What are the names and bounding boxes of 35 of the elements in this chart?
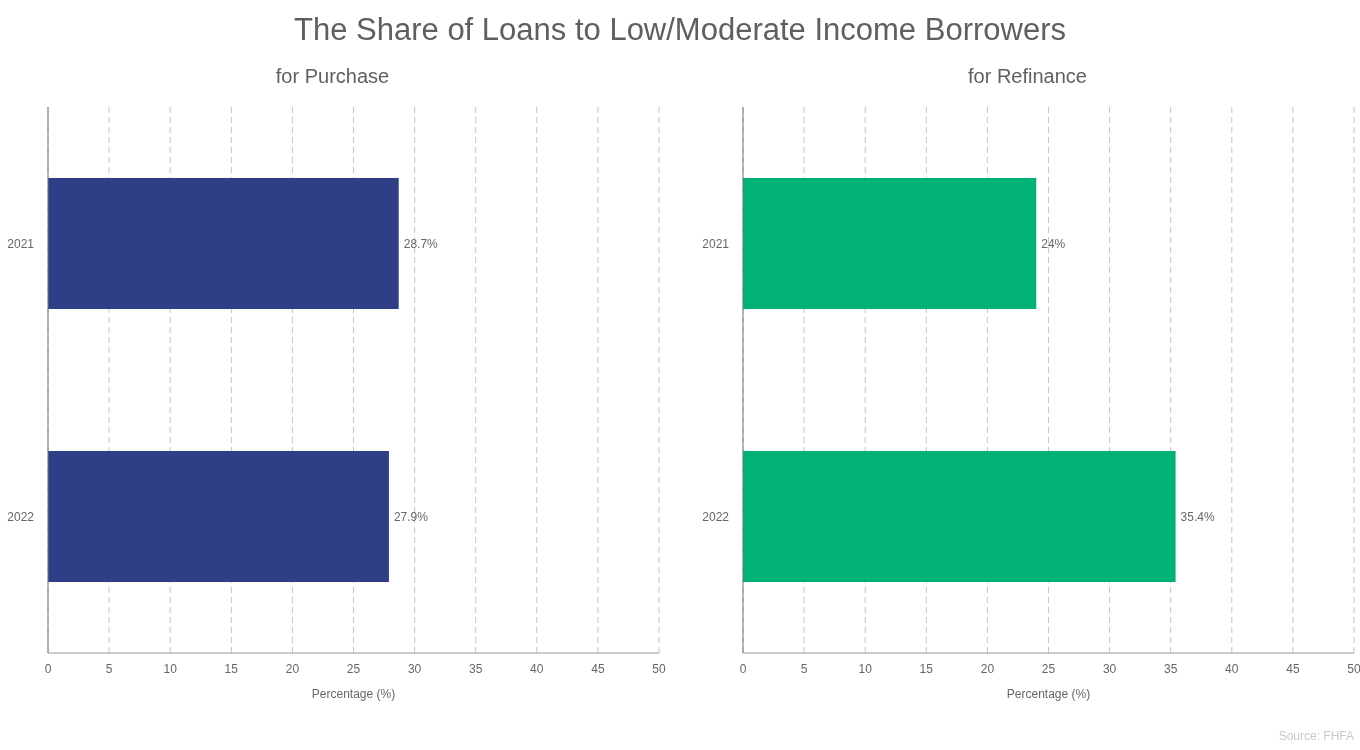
x-tick-label: 0: [44, 662, 52, 676]
x-tick-label: 25: [346, 662, 361, 676]
chart-title: The Share of Loans to Low/Moderate Income Borrowers: [294, 12, 1066, 47]
data-label: 24%: [1041, 236, 1066, 251]
data-label: 27.9%: [393, 509, 429, 524]
x-tick-label: 50: [1347, 662, 1360, 676]
x-tick-label: 50: [652, 662, 666, 676]
data-label: 28.7%: [403, 236, 439, 251]
x-tick-label: 20: [285, 662, 300, 676]
data-label: 35.4%: [1180, 509, 1215, 524]
y-tick-label: 2022: [7, 509, 35, 524]
x-tick-label: 35: [1164, 662, 1178, 676]
x-tick-label: 30: [407, 662, 422, 676]
x-tick-label: 25: [1041, 662, 1056, 676]
x-tick-label: 35: [469, 662, 483, 676]
y-tick-label: 2021: [702, 236, 730, 251]
x-tick-label: 30: [1102, 662, 1117, 676]
x-tick-label: 40: [1225, 662, 1239, 676]
x-tick-label: 15: [919, 662, 934, 676]
x-tick-label: 45: [591, 662, 605, 676]
x-tick-label: 5: [800, 662, 808, 676]
x-tick-label: 40: [530, 662, 544, 676]
chart-subtitle: for Refinance: [968, 65, 1087, 87]
x-tick-label: 5: [105, 662, 113, 676]
x-tick-label: 45: [1286, 662, 1300, 676]
x-axis-title: Percentage (%): [311, 687, 396, 701]
x-tick-label: 10: [163, 662, 178, 676]
x-tick-label: 10: [858, 662, 873, 676]
y-tick-label: 2021: [7, 236, 35, 251]
chart-subtitle: for Purchase: [275, 65, 390, 87]
y-tick-label: 2022: [702, 509, 730, 524]
x-tick-label: 0: [739, 662, 747, 676]
x-axis-title: Percentage (%): [1006, 687, 1091, 701]
x-tick-label: 15: [224, 662, 239, 676]
x-tick-label: 20: [980, 662, 995, 676]
